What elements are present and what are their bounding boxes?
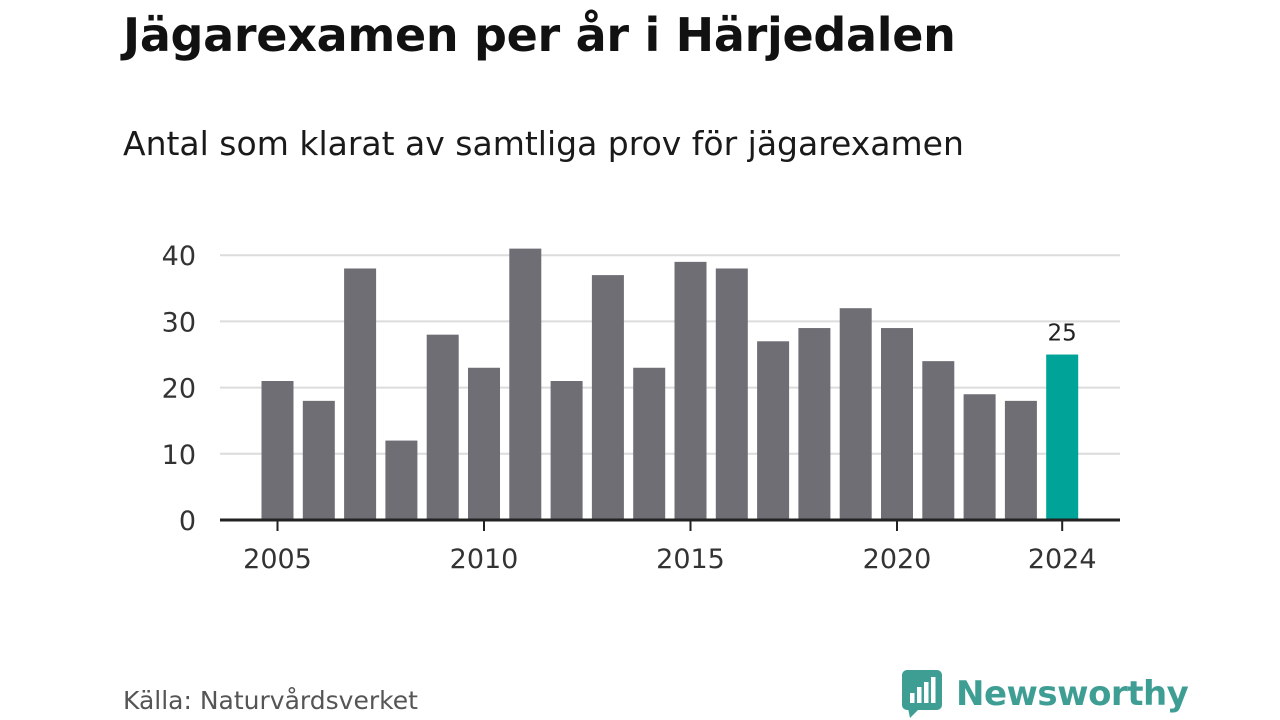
chart-title: Jägarexamen per år i Härjedalen: [123, 8, 956, 62]
bar-2017: [757, 341, 790, 520]
x-axis: 2005 2010 2015 2020 2024: [220, 518, 1120, 575]
y-tick-label: 40: [162, 241, 196, 272]
bar-2024: [1046, 354, 1079, 520]
bar-2016: [715, 268, 748, 520]
bar-2011: [509, 248, 542, 520]
x-tick-label: 2020: [863, 544, 932, 575]
y-tick-label: 20: [162, 374, 196, 405]
chart-subtitle: Antal som klarat av samtliga prov för jä…: [123, 124, 964, 163]
y-axis-ticks: 0 10 20 30 40: [162, 241, 196, 537]
bar-2023: [1004, 400, 1037, 520]
x-tick-label: 2015: [656, 544, 725, 575]
data-label-2024: 25: [1048, 321, 1077, 347]
bar-2022: [963, 394, 996, 520]
source-note: Källa: Naturvårdsverket: [123, 686, 418, 715]
x-tick-label: 2010: [450, 544, 519, 575]
newsworthy-logo: Newsworthy: [902, 670, 1189, 718]
x-tick-label: 2005: [243, 544, 312, 575]
bar-2014: [633, 367, 666, 520]
bar-2020: [881, 328, 913, 520]
bar-2008: [385, 440, 418, 520]
bar-2007: [344, 268, 377, 520]
y-tick-label: 30: [162, 307, 196, 338]
y-tick-label: 0: [179, 506, 196, 537]
bar-2006: [302, 400, 335, 520]
bar-2019: [839, 308, 872, 520]
y-tick-label: 10: [162, 440, 196, 471]
bar-2012: [550, 381, 583, 520]
bar-2018: [798, 328, 831, 520]
bar-2010: [468, 367, 500, 520]
x-tick-label: 2024: [1028, 544, 1097, 575]
bars: [261, 248, 1079, 520]
bar-2005: [261, 381, 294, 520]
bar-2009: [426, 334, 459, 520]
bar-2021: [922, 361, 955, 520]
newsworthy-logo-icon: [902, 670, 942, 718]
bar-2015: [674, 261, 707, 520]
bar-2013: [591, 275, 624, 520]
brand-name: Newsworthy: [956, 674, 1189, 714]
data-labels: 25: [1048, 321, 1077, 347]
